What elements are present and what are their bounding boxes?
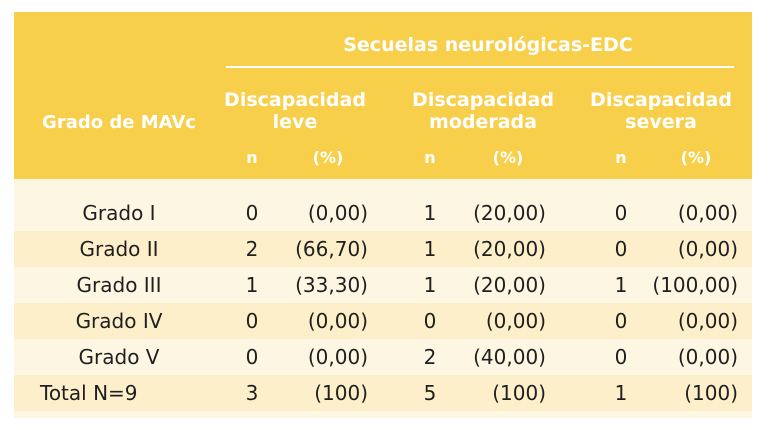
cell-pct-leve: (0,00) bbox=[307, 345, 368, 369]
cell-n-leve: 1 bbox=[245, 273, 259, 297]
cell-n-severa: 0 bbox=[614, 237, 628, 261]
cell-pct-moderada: (40,00) bbox=[473, 345, 546, 369]
table-row: Grado I 0 (0,00) 1 (20,00) 0 (0,00) bbox=[14, 195, 752, 231]
column-header-line: Discapacidad bbox=[590, 89, 732, 111]
table-row: Grado V 0 (0,00) 2 (40,00) 0 (0,00) bbox=[14, 339, 752, 375]
subheader-pct: (%) bbox=[492, 148, 524, 167]
cell-pct-moderada: (0,00) bbox=[485, 309, 546, 333]
column-header-leve: Discapacidad leve bbox=[210, 89, 380, 133]
cell-n-moderada: 1 bbox=[423, 273, 437, 297]
cell-pct-leve: (66,70) bbox=[295, 237, 368, 261]
cell-n-severa: 0 bbox=[614, 345, 628, 369]
row-label: Grado II bbox=[79, 237, 159, 261]
cell-pct-leve: (0,00) bbox=[307, 201, 368, 225]
total-row: Total N=9 3 (100) 5 (100) 1 (100) bbox=[14, 375, 752, 411]
row-label: Grado V bbox=[78, 345, 160, 369]
cell-n-moderada: 2 bbox=[423, 345, 437, 369]
cell-n-leve: 0 bbox=[245, 345, 259, 369]
cell-pct-leve: (33,30) bbox=[295, 273, 368, 297]
cell-n-moderada: 1 bbox=[423, 201, 437, 225]
row-label: Grado III bbox=[76, 273, 162, 297]
cell-n-severa: 0 bbox=[614, 201, 628, 225]
cell-n-leve: 2 bbox=[245, 237, 259, 261]
cell-pct-severa: (0,00) bbox=[677, 345, 738, 369]
cell-n-moderada: 5 bbox=[423, 381, 437, 405]
table-row: Grado III 1 (33,30) 1 (20,00) 1 (100,00) bbox=[14, 267, 752, 303]
cell-n-moderada: 0 bbox=[423, 309, 437, 333]
row-header: Grado de MAVc bbox=[42, 112, 196, 133]
table-row: Grado IV 0 (0,00) 0 (0,00) 0 (0,00) bbox=[14, 303, 752, 339]
total-label: Total N=9 bbox=[40, 381, 138, 405]
cell-n-leve: 0 bbox=[245, 201, 259, 225]
subheader-n: n bbox=[246, 148, 258, 167]
cell-pct-moderada: (20,00) bbox=[473, 237, 546, 261]
subheader-n: n bbox=[424, 148, 436, 167]
subheader-pct: (%) bbox=[312, 148, 344, 167]
data-table: Secuelas neurológicas-EDC Grado de MAVc … bbox=[14, 12, 752, 418]
cell-pct-leve: (100) bbox=[314, 381, 368, 405]
cell-pct-moderada: (20,00) bbox=[473, 201, 546, 225]
cell-pct-moderada: (20,00) bbox=[473, 273, 546, 297]
cell-pct-moderada: (100) bbox=[492, 381, 546, 405]
cell-n-moderada: 1 bbox=[423, 237, 437, 261]
group-header-rule bbox=[226, 66, 734, 68]
column-header-line: severa bbox=[625, 111, 697, 133]
row-label: Grado IV bbox=[75, 309, 163, 333]
row-label: Grado I bbox=[82, 201, 156, 225]
table-row: Grado II 2 (66,70) 1 (20,00) 0 (0,00) bbox=[14, 231, 752, 267]
column-header-line: Discapacidad bbox=[412, 89, 554, 111]
subheader-pct: (%) bbox=[680, 148, 712, 167]
cell-n-severa: 0 bbox=[614, 309, 628, 333]
cell-n-severa: 1 bbox=[614, 273, 628, 297]
cell-pct-severa: (0,00) bbox=[677, 237, 738, 261]
group-header: Secuelas neurológicas-EDC bbox=[343, 34, 633, 56]
cell-pct-severa: (0,00) bbox=[677, 309, 738, 333]
cell-n-leve: 3 bbox=[245, 381, 259, 405]
column-header-line: leve bbox=[272, 111, 318, 133]
column-header-line: Discapacidad bbox=[224, 89, 366, 111]
subheader-n: n bbox=[615, 148, 627, 167]
cell-n-leve: 0 bbox=[245, 309, 259, 333]
cell-n-severa: 1 bbox=[614, 381, 628, 405]
column-header-severa: Discapacidad severa bbox=[576, 89, 746, 133]
cell-pct-leve: (0,00) bbox=[307, 309, 368, 333]
column-header-line: moderada bbox=[429, 111, 537, 133]
cell-pct-severa: (100,00) bbox=[652, 273, 738, 297]
column-header-moderada: Discapacidad moderada bbox=[398, 89, 568, 133]
table-header: Secuelas neurológicas-EDC Grado de MAVc … bbox=[14, 12, 752, 179]
cell-pct-severa: (100) bbox=[684, 381, 738, 405]
cell-pct-severa: (0,00) bbox=[677, 201, 738, 225]
